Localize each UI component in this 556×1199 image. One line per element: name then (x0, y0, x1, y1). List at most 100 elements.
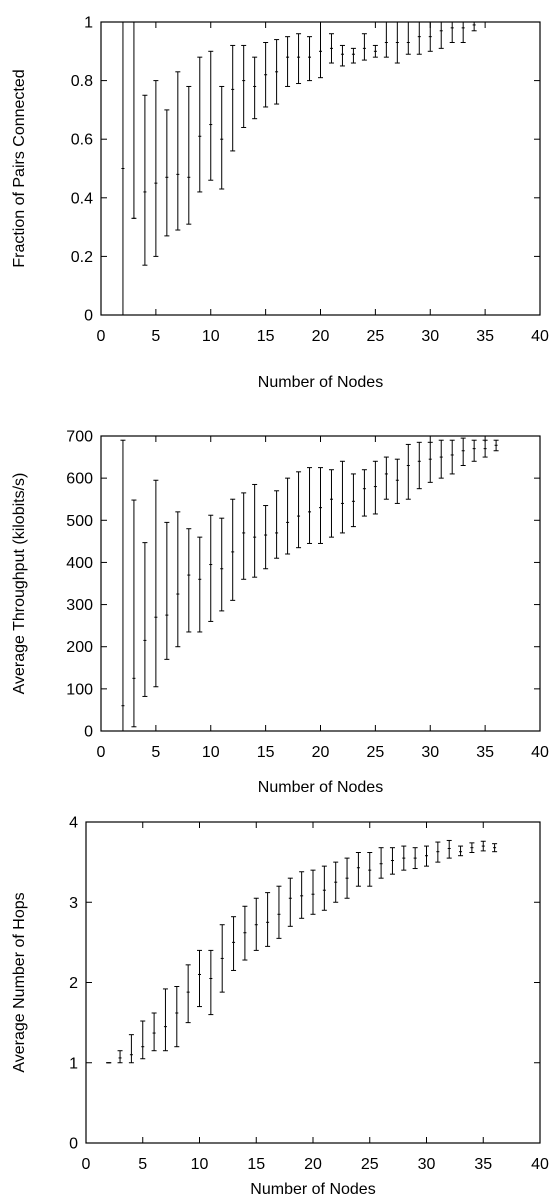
data-point (164, 521, 170, 660)
data-point (372, 460, 378, 515)
data-point (117, 1050, 123, 1064)
data-point (241, 44, 247, 128)
data-point (276, 885, 282, 939)
y-axis-label: Average Number of Hops (11, 892, 28, 1072)
x-tick-label: 20 (312, 744, 330, 761)
data-point (299, 871, 305, 919)
x-tick-label: 20 (304, 1156, 322, 1173)
data-point (285, 477, 291, 555)
x-tick-label: 25 (361, 1156, 379, 1173)
data-point (231, 916, 237, 971)
x-tick-label: 25 (366, 328, 384, 345)
y-axis-label: Average Throughput (kilobits/s) (11, 473, 28, 695)
data-point (274, 39, 280, 105)
data-point (367, 851, 373, 887)
data-point (219, 85, 225, 190)
y-tick-label: 1 (84, 15, 93, 32)
data-point (120, 439, 126, 732)
data-point (153, 479, 159, 688)
y-tick-label: 0 (84, 724, 93, 741)
data-point (438, 439, 444, 479)
data-point (310, 869, 316, 915)
y-tick-label: 0 (69, 1136, 78, 1153)
x-tick-label: 15 (257, 328, 275, 345)
data-point (307, 36, 313, 82)
x-tick-label: 0 (82, 1156, 91, 1173)
x-tick-label: 15 (257, 744, 275, 761)
x-axis-label: Number of Nodes (258, 374, 383, 391)
chart-panel-3: 0 5 10 15 20 25 30 35 40 0 1 2 3 4 Number of Nodes Aver… (11, 815, 549, 1199)
data-point (405, 443, 411, 500)
x-tick-label: 10 (202, 328, 220, 345)
x-tick-label: 35 (474, 1156, 492, 1173)
data-point (321, 865, 327, 911)
data-point (401, 845, 407, 871)
y-tick-label: 400 (66, 555, 93, 572)
y-tick-label: 4 (69, 815, 78, 832)
data-point (285, 36, 291, 87)
data-point (427, 441, 433, 483)
data-point (151, 1012, 157, 1052)
x-tick-label: 5 (138, 1156, 147, 1173)
data-point (469, 842, 475, 853)
data-point (197, 56, 203, 193)
data-point (460, 21, 466, 44)
data-point (480, 840, 486, 852)
data-point (197, 949, 202, 1008)
data-point (230, 44, 236, 152)
data-point (460, 437, 466, 466)
data-point (378, 847, 384, 879)
y-tick-label: 0.2 (71, 249, 93, 266)
data-point (328, 469, 334, 538)
x-tick-label: 20 (312, 328, 330, 345)
data-point (438, 21, 444, 49)
x-tick-label: 30 (418, 1156, 436, 1173)
data-point (296, 33, 302, 85)
data-point (318, 21, 323, 79)
data-point (333, 861, 339, 903)
data-point (296, 471, 302, 549)
data-point (416, 441, 422, 490)
data-point (339, 44, 345, 67)
data-point (253, 897, 259, 951)
data-point (208, 514, 214, 622)
y-tick-label: 200 (66, 639, 93, 656)
data-point (449, 439, 455, 475)
data-point (394, 21, 400, 64)
data-point (263, 505, 269, 570)
data-point (446, 839, 452, 859)
data-point (174, 986, 180, 1048)
data-point (471, 439, 477, 462)
data-point (405, 21, 411, 55)
data-point (307, 467, 313, 544)
x-tick-label: 10 (191, 1156, 209, 1173)
data-point (142, 94, 148, 266)
data-point (416, 21, 422, 55)
data-point (435, 841, 441, 863)
y-tick-label: 500 (66, 513, 93, 530)
data-point (350, 47, 356, 64)
data-point (482, 439, 488, 458)
y-tick-label: 0 (84, 308, 93, 325)
data-point (252, 483, 258, 578)
x-tick-label: 35 (476, 328, 494, 345)
x-tick-label: 40 (531, 328, 549, 345)
x-tick-label: 0 (97, 744, 106, 761)
data-point (471, 21, 477, 32)
y-tick-label: 600 (66, 471, 93, 488)
x-tick-label: 35 (476, 744, 494, 761)
y-tick-label: 0.8 (71, 73, 93, 90)
data-point (355, 851, 361, 887)
data-point (131, 21, 137, 219)
data-point (361, 469, 367, 517)
data-point (230, 498, 236, 601)
data-point (219, 924, 225, 993)
data-point (252, 56, 258, 120)
data-point (208, 50, 214, 181)
data-point (394, 458, 400, 504)
data-point (328, 33, 334, 64)
y-tick-label: 0.6 (71, 132, 93, 149)
data-point (208, 949, 214, 1016)
data-point (424, 845, 429, 867)
